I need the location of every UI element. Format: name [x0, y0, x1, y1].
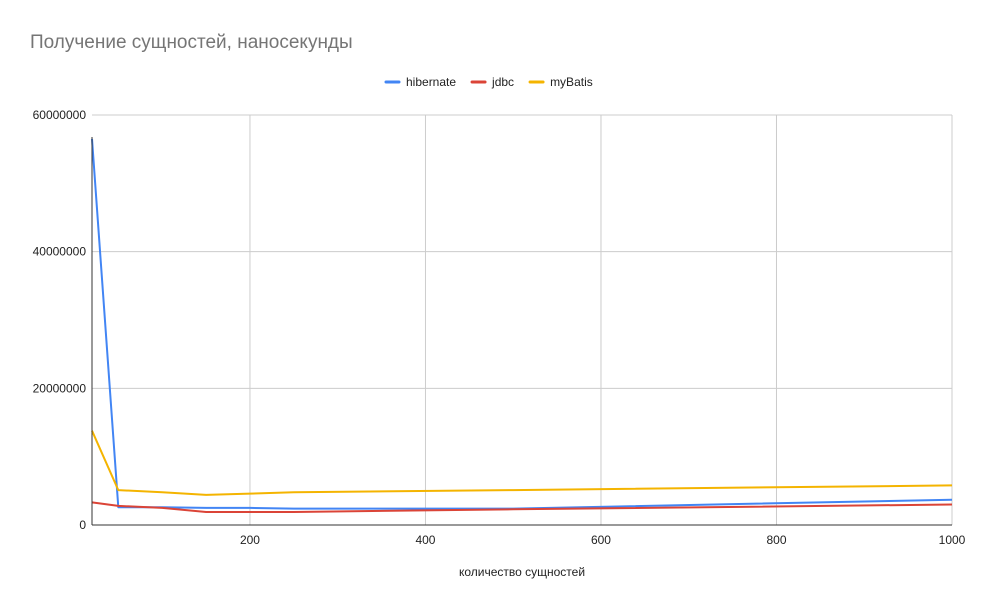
series-line-myBatis	[91, 430, 953, 496]
x-tick-label: 600	[591, 533, 611, 547]
legend-label-hibernate: hibernate	[406, 75, 456, 89]
series-line-jdbc	[91, 501, 953, 513]
chart-title: Получение сущностей, наносекунды	[30, 32, 353, 53]
y-tick-label: 40000000	[33, 245, 87, 259]
x-tick-label: 400	[415, 533, 435, 547]
axes	[91, 137, 952, 526]
tick-labels: 0 20000000 40000000 60000000 200 400 600 800 100…	[33, 108, 966, 547]
y-tick-label: 60000000	[33, 108, 87, 122]
y-tick-label: 0	[79, 518, 86, 532]
legend: hibernate jdbc myBatis	[384, 75, 593, 89]
x-axis-title: количество сущностей	[459, 565, 585, 579]
series-line-hibernate	[91, 138, 953, 510]
x-tick-label: 200	[240, 533, 260, 547]
series-lines	[91, 138, 953, 513]
legend-label-jdbc: jdbc	[491, 75, 514, 89]
x-tick-label: 1000	[939, 533, 966, 547]
legend-label-myBatis: myBatis	[550, 75, 593, 89]
x-tick-label: 800	[766, 533, 786, 547]
gridlines	[92, 114, 953, 525]
y-tick-label: 20000000	[33, 381, 87, 395]
